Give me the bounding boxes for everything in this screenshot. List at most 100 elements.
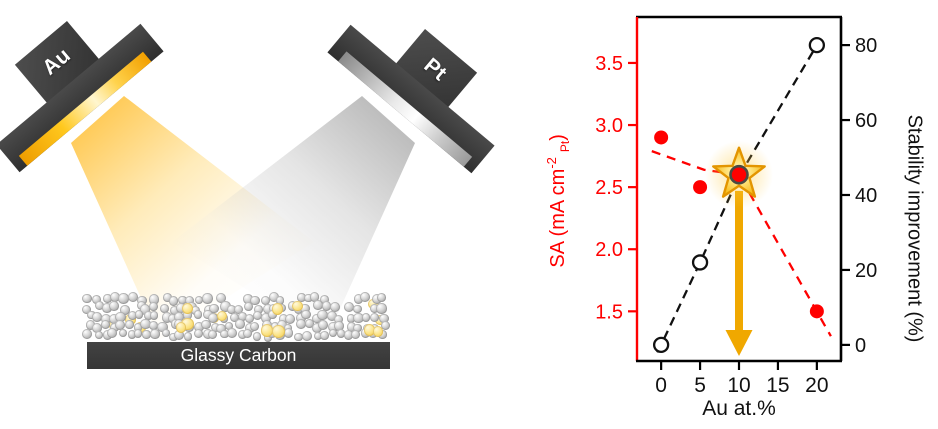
pt-nanoparticle [144,311,153,320]
pt-nanoparticle [254,305,264,315]
pt-nanoparticle [329,329,338,338]
pt-nanoparticle [220,301,231,312]
pt-nanoparticle [304,293,313,303]
pt-nanoparticle [326,310,338,322]
pt-nanoparticle [229,312,239,322]
pt-nanoparticle [82,293,92,304]
pt-nanoparticle [350,329,361,340]
pt-nanoparticle [209,303,220,314]
stability-data-point [808,36,826,54]
pt-nanoparticle [268,291,279,302]
pt-nanoparticle [346,314,356,323]
pt-nanoparticle [208,329,218,340]
pt-nanoparticle [295,319,306,329]
pt-nanoparticle [128,311,138,321]
pt-nanoparticle [82,305,92,315]
pt-nanoparticle [328,321,339,332]
pt-nanoparticle [318,319,329,330]
pt-nanoparticle [343,330,354,341]
left-axis-label-sub: Pt [557,140,572,153]
pt-nanoparticle [149,321,158,330]
pt-nanoparticle [118,293,129,304]
left-axis-tick-label: 3.0 [595,115,623,137]
pt-nanoparticle [100,319,110,329]
pt-nanoparticle [184,296,194,306]
pt-nanoparticle [370,303,380,313]
pt-nanoparticle [353,305,362,314]
pt-nanoparticle [312,313,322,324]
pt-nanoparticle [134,323,143,332]
pt-nanoparticle [202,293,213,304]
pt-nanoparticle [114,319,126,331]
left-axis-tick-label: 2.0 [595,239,623,261]
pt-nanoparticle [216,292,227,303]
pt-nanoparticle [311,322,322,333]
left-axis-label-sup: -2 [544,157,560,169]
pt-nanoparticle [268,310,277,319]
au-nanoparticle [181,302,194,315]
pt-nanoparticle [377,292,387,302]
pt-nanoparticle [237,329,248,340]
pt-nanoparticle [168,296,179,306]
pt-nanoparticle [296,313,307,323]
pt-nanoparticle [353,312,364,324]
pt-nanoparticle [127,291,138,303]
pt-nanoparticle [378,330,387,339]
pt-nanoparticle [376,303,387,314]
left-axis-label-close: ) [546,134,569,141]
pt-nanoparticle [137,295,147,306]
pt-nanoparticle [95,300,105,311]
pt-nanoparticle [201,319,211,329]
pt-nanoparticle [249,321,259,331]
pt-nanoparticle [321,300,332,311]
pt-nanoparticle [91,295,101,305]
pt-nanoparticle [297,293,306,302]
pt-nanoparticle [344,302,354,313]
pt-nanoparticle [161,312,173,323]
pt-nanoparticle [333,314,344,325]
pt-nanoparticle [194,296,204,305]
pt-nanoparticle [227,304,237,314]
pt-nanoparticle [103,294,112,303]
pt-nanoparticle [359,292,370,302]
pt-nanoparticle [263,333,273,342]
pt-nanoparticle [320,295,330,305]
pt-nanoparticle [371,293,382,304]
pt-nanoparticle [207,312,219,324]
pt-nanoparticle [169,332,178,342]
pt-nanoparticle [183,332,193,341]
pt-nanoparticle [285,313,296,324]
pt-nanoparticle [243,294,253,304]
pt-nanoparticle [226,327,237,339]
pt-nanoparticle [250,295,260,305]
pt-nanoparticle [173,330,184,341]
pt-nanoparticle [305,319,315,329]
pt-nanoparticle [224,321,234,331]
pt-nanoparticle [353,323,363,333]
pt-nanoparticle [317,309,328,321]
pt-nanoparticle [294,332,303,342]
pt-nanoparticle [202,328,213,339]
pt-nanoparticle [313,300,323,311]
au-nanoparticle [175,322,187,333]
pt-nanoparticle [92,323,103,334]
pt-nanoparticle [127,329,137,339]
dual-axis-chart: 1.5 2.0 2.5 3.0 3.5 0 20 40 60 80 0 5 10 15 20 [595,15,877,397]
pt-nanoparticle [178,295,188,305]
sa-data-point [654,130,669,145]
pt-nanoparticle [94,331,103,340]
pt-nanoparticle [252,332,262,341]
pt-nanoparticle [109,323,119,333]
pt-nanoparticle [283,323,293,332]
x-axis-label: Au at.% [702,397,776,420]
pt-nanoparticle [261,313,271,323]
pt-nanoparticle [118,328,127,338]
pt-nanoparticle [124,320,134,329]
pt-nanoparticle [183,310,193,320]
pt-nanoparticle [140,304,151,315]
pt-nanoparticle [278,314,289,324]
pt-nanoparticle [204,305,215,316]
pt-nanoparticle [300,304,310,314]
glassy-carbon-substrate: Glassy Carbon [87,342,390,369]
sa-trend-line [651,150,832,337]
